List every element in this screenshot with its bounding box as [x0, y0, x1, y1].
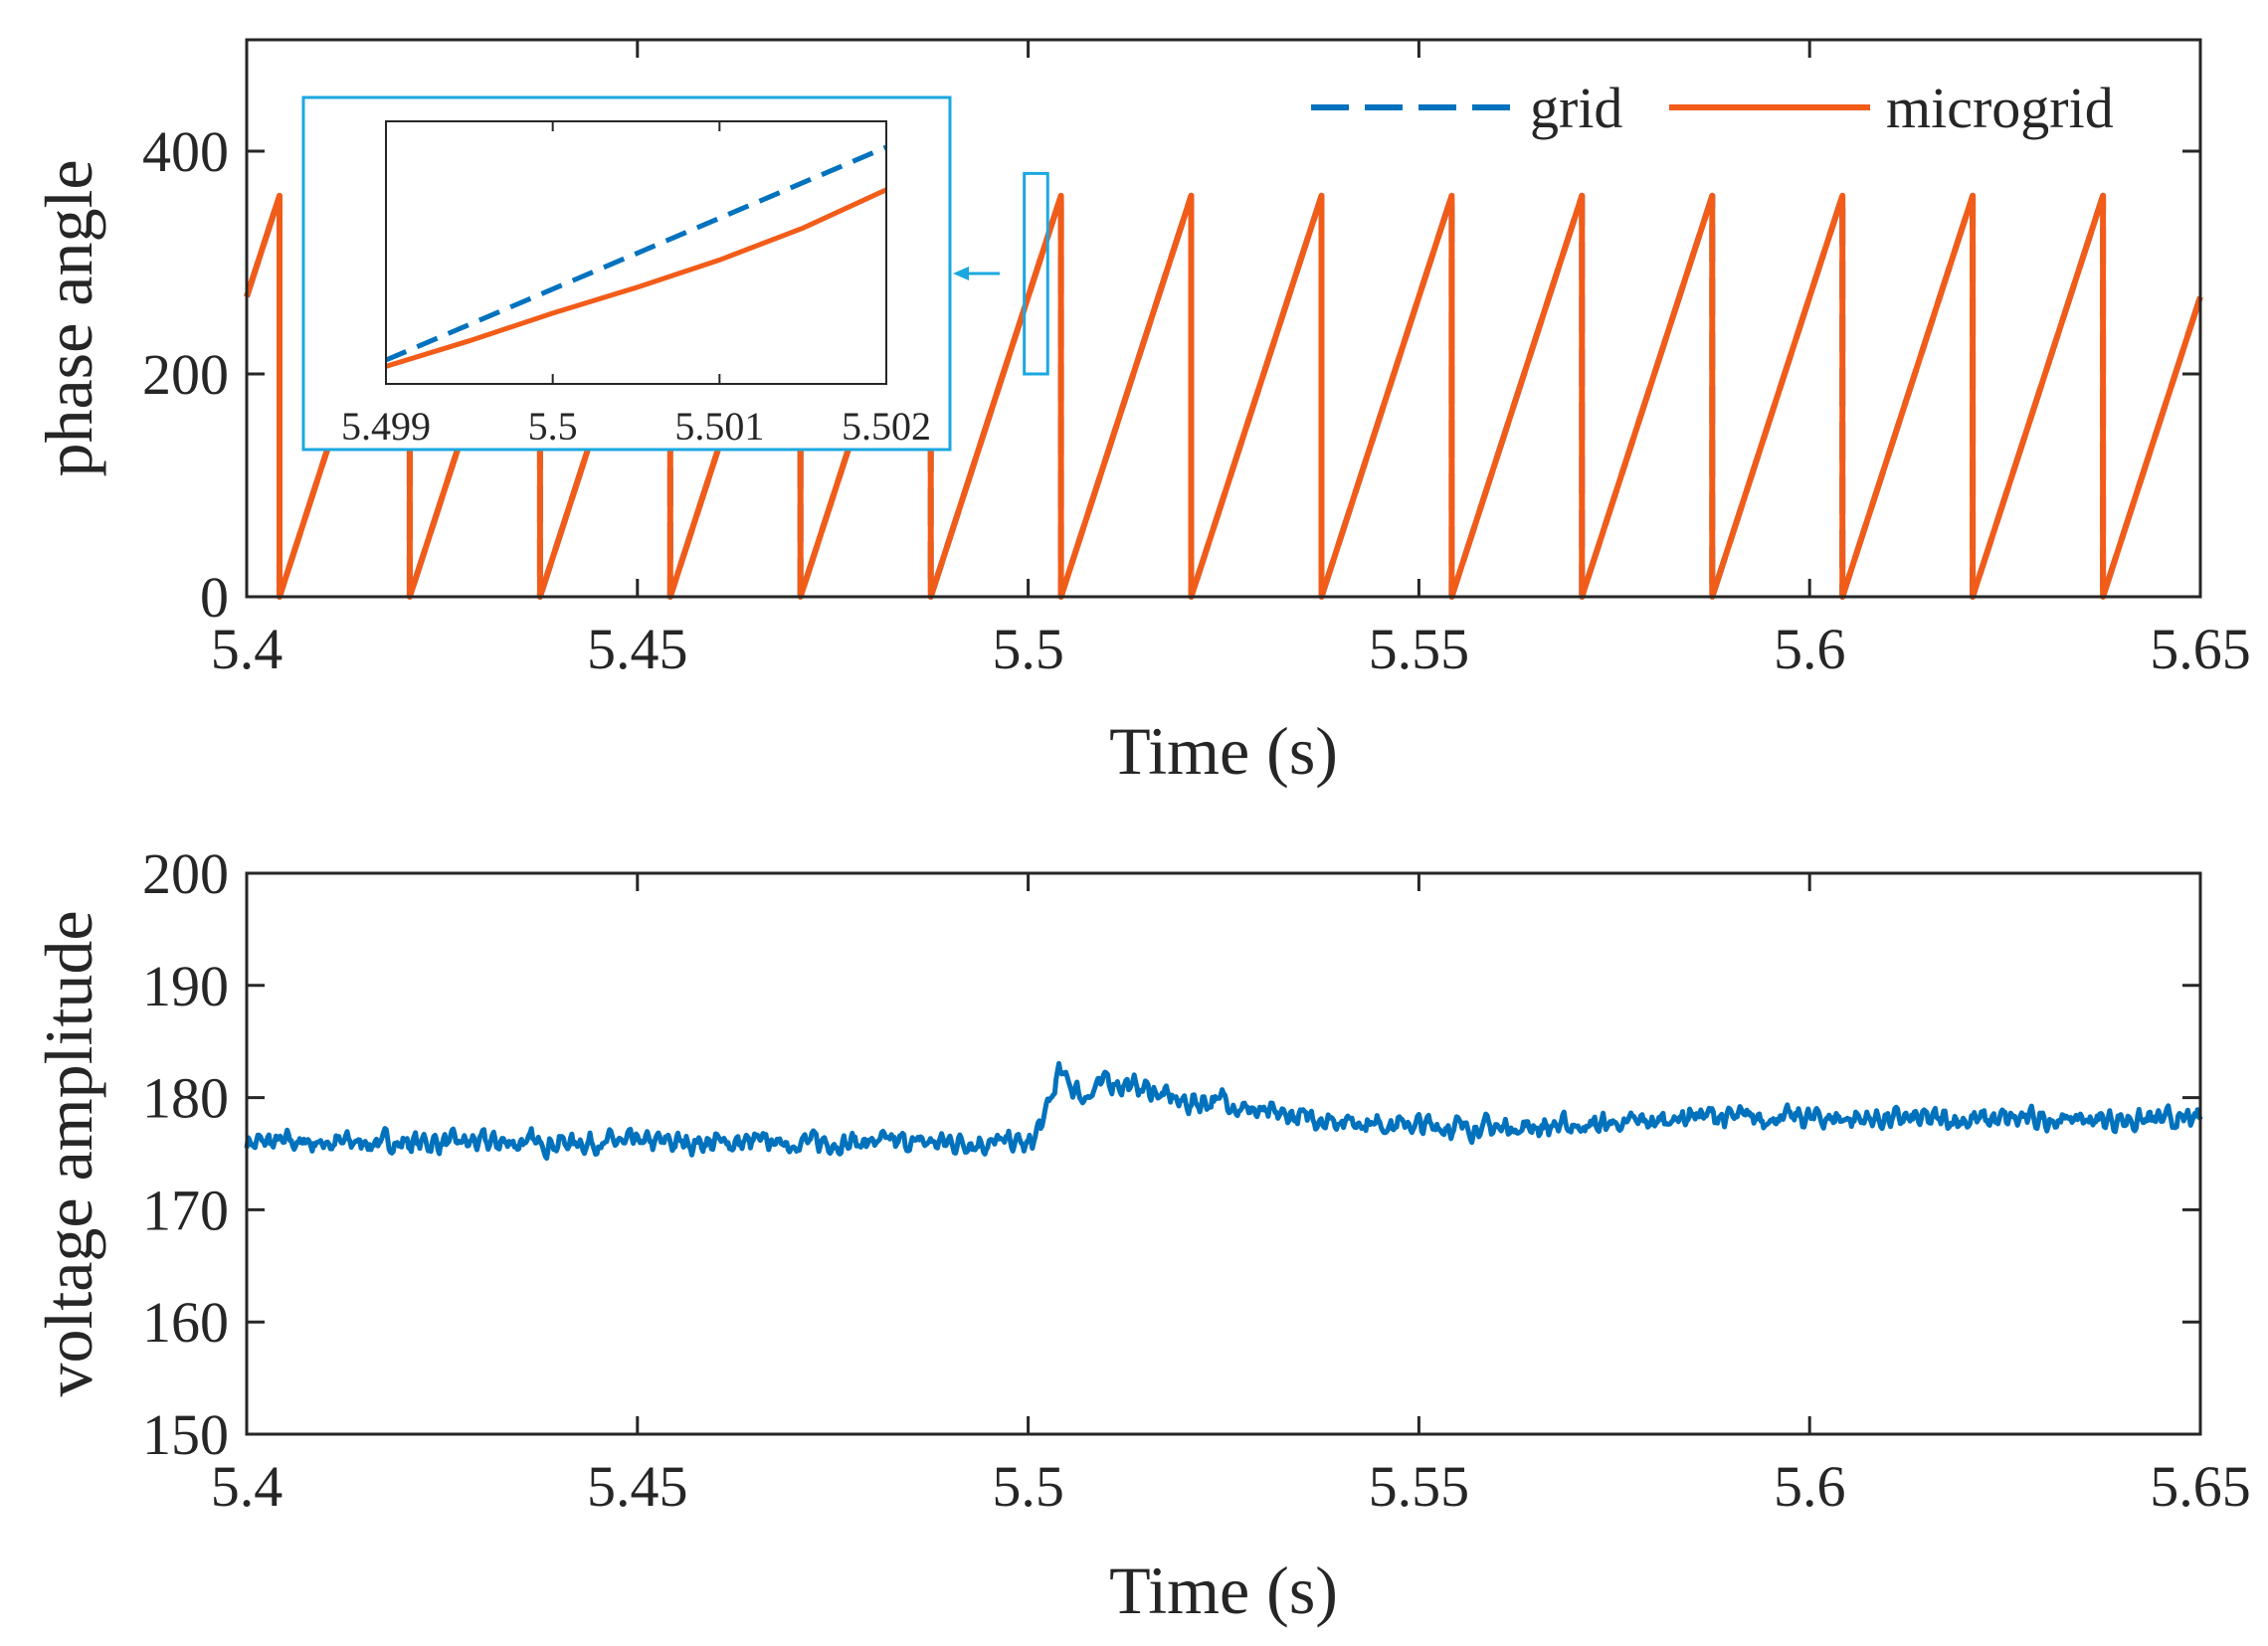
voltage-amplitude-line — [244, 1060, 2203, 1162]
x-tick-label: 5.4 — [211, 1454, 284, 1519]
y-tick-label: 0 — [200, 565, 229, 630]
voltage-amplitude-ylabel: voltage amplitude — [31, 910, 106, 1396]
inset-axes-box — [385, 120, 887, 385]
voltage-amplitude-lines — [244, 1060, 2203, 1162]
y-tick-label: 170 — [142, 1178, 229, 1242]
zoom-arrow-head — [953, 267, 969, 280]
inset-x-tick-label: 5.501 — [674, 404, 764, 449]
y-tick-label: 150 — [142, 1402, 229, 1467]
inset-x-tick-label: 5.502 — [842, 404, 931, 449]
inset-zoom: 5.499 5.5 5.501 5.502 — [301, 95, 952, 452]
y-tick-label: 190 — [142, 954, 229, 1018]
y-tick-label: 200 — [142, 841, 229, 906]
x-tick-label: 5.6 — [1774, 617, 1846, 681]
x-tick-label: 5.45 — [587, 1454, 688, 1519]
legend: grid microgrid — [1311, 76, 2114, 140]
inset-x-tick-label: 5.5 — [528, 404, 578, 449]
phase-angle-panel: 5.4 5.45 5.5 5.55 5.6 5.65 0 200 400 phase angle… — [31, 38, 2251, 789]
y-tick-label: 200 — [142, 342, 229, 407]
inset-lines — [385, 144, 888, 369]
voltage-amplitude-axes-box — [245, 871, 2202, 1436]
zoom-box — [1023, 171, 1049, 376]
inset-frame — [301, 95, 952, 452]
phase-angle-ylabel: phase angle — [31, 159, 106, 476]
voltage-amplitude-ticks: 5.4 5.45 5.5 5.55 5.6 5.65 150 160 170 180 190 200 — [142, 841, 2251, 1519]
y-tick-label: 160 — [142, 1290, 229, 1355]
y-tick-label: 400 — [142, 119, 229, 184]
x-tick-label: 5.5 — [992, 617, 1064, 681]
phase-angle-axes-box — [245, 38, 2202, 599]
y-tick-label: 180 — [142, 1066, 229, 1131]
phase-angle-xlabel: Time (s) — [1109, 713, 1338, 789]
x-tick-label: 5.6 — [1774, 1454, 1846, 1519]
inset-x-tick-label: 5.499 — [341, 404, 431, 449]
legend-microgrid-label: microgrid — [1886, 76, 2114, 140]
x-tick-label: 5.4 — [211, 617, 284, 681]
legend-grid-label: grid — [1530, 76, 1622, 140]
x-tick-label: 5.5 — [992, 1454, 1064, 1519]
inset-grid-line — [385, 144, 887, 363]
phase-angle-ticks: 5.4 5.45 5.5 5.55 5.6 5.65 0 200 400 — [142, 40, 2251, 681]
inset-ticks: 5.499 5.5 5.501 5.502 — [341, 121, 931, 449]
voltage-amplitude-panel: 5.4 5.45 5.5 5.55 5.6 5.65150160170180190200 … — [31, 841, 2251, 1628]
x-tick-label: 5.65 — [2150, 617, 2251, 681]
x-tick-label: 5.55 — [1369, 617, 1470, 681]
x-tick-label: 5.45 — [587, 617, 688, 681]
x-tick-label: 5.55 — [1369, 1454, 1470, 1519]
x-tick-label: 5.65 — [2150, 1454, 2251, 1519]
inset-microgrid-line — [385, 187, 888, 369]
voltage-amplitude-xlabel: Time (s) — [1109, 1553, 1338, 1628]
